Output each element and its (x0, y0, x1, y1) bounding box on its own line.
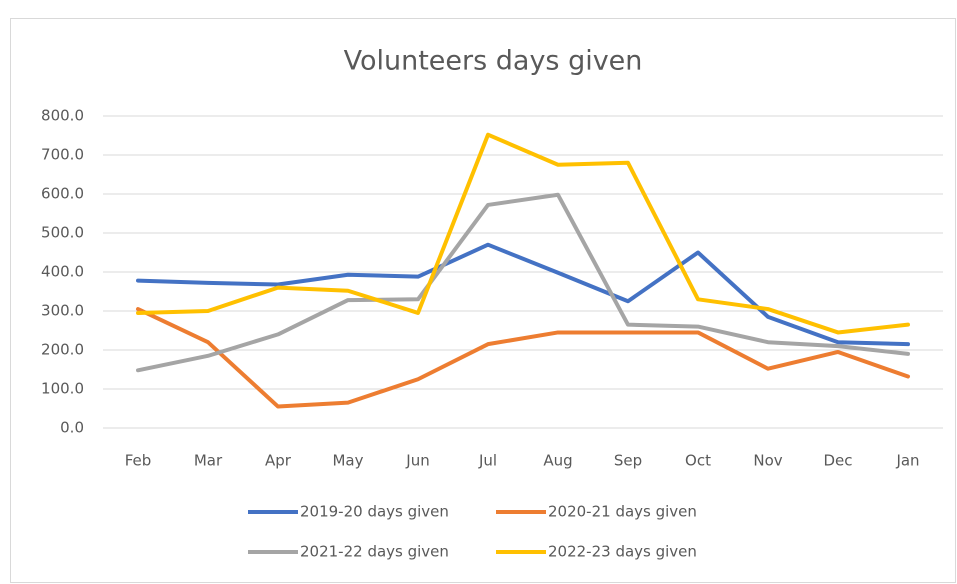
x-tick-label: Oct (685, 452, 711, 470)
x-tick-label: Sep (614, 452, 642, 470)
x-tick-label: Nov (753, 452, 782, 470)
x-tick-label: Jul (478, 452, 497, 470)
series-line (136, 132, 910, 335)
series-line (136, 307, 910, 409)
chart-title: Volunteers days given (344, 46, 643, 77)
x-tick-label: Mar (194, 452, 223, 470)
x-tick-label: Aug (543, 452, 572, 470)
x-tick-label: Apr (265, 452, 292, 470)
y-tick-label: 300.0 (41, 302, 84, 320)
y-tick-label: 400.0 (41, 263, 84, 281)
x-tick-label: Jun (405, 452, 429, 470)
legend-label: 2021-22 days given (300, 543, 449, 561)
y-tick-label: 0.0 (60, 419, 84, 437)
series-line (136, 192, 910, 373)
y-tick-label: 200.0 (41, 341, 84, 359)
legend-label: 2020-21 days given (548, 503, 697, 521)
x-tick-label: Feb (125, 452, 152, 470)
chart-border (10, 18, 956, 583)
x-tick-label: Jan (895, 452, 919, 470)
y-tick-label: 600.0 (41, 185, 84, 203)
y-tick-label: 500.0 (41, 224, 84, 242)
x-tick-label: May (332, 452, 363, 470)
y-tick-label: 800.0 (41, 107, 84, 125)
y-tick-label: 100.0 (41, 380, 84, 398)
legend-label: 2019-20 days given (300, 503, 449, 521)
series-line (136, 242, 910, 347)
x-tick-label: Dec (823, 452, 852, 470)
legend-label: 2022-23 days given (548, 543, 697, 561)
y-tick-label: 700.0 (41, 146, 84, 164)
